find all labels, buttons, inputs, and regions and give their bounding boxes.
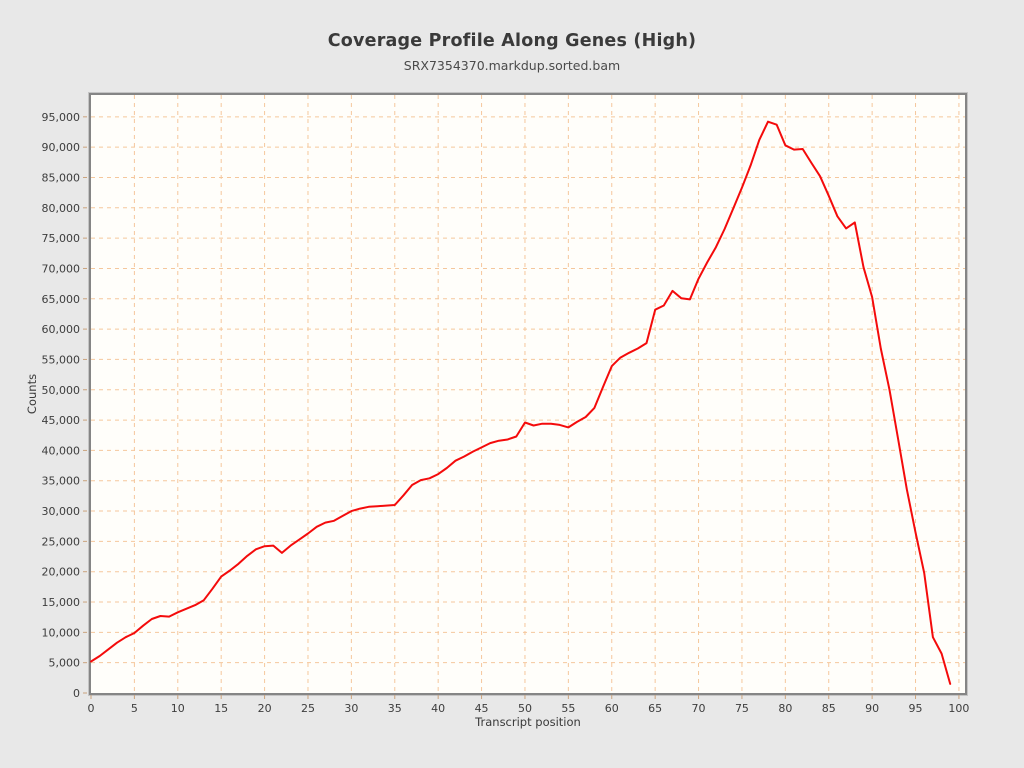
chart-subtitle: SRX7354370.markdup.sorted.bam: [403, 58, 621, 73]
x-tick-label: 40: [431, 702, 445, 715]
y-tick-label: 45,000: [42, 414, 81, 427]
x-tick-label: 70: [692, 702, 706, 715]
y-tick-label: 35,000: [42, 475, 81, 488]
x-tick-label: 100: [948, 702, 969, 715]
x-tick-label: 95: [909, 702, 923, 715]
x-tick-label: 55: [561, 702, 575, 715]
x-tick-label: 25: [301, 702, 315, 715]
chart-title: Coverage Profile Along Genes (High): [327, 31, 697, 51]
y-tick-label: 30,000: [42, 505, 81, 518]
y-tick-label: 80,000: [42, 202, 81, 215]
y-tick-label: 40,000: [42, 444, 81, 457]
y-tick-label: 85,000: [42, 171, 81, 184]
y-tick-label: 55,000: [42, 353, 81, 366]
y-tick-label: 95,000: [42, 111, 81, 124]
x-tick-label: 65: [648, 702, 662, 715]
x-tick-label: 85: [822, 702, 836, 715]
coverage-line: [90, 120, 952, 685]
x-tick-label: 20: [258, 702, 272, 715]
x-tick-label: 35: [388, 702, 402, 715]
x-tick-label: 75: [735, 702, 749, 715]
x-tick-label: 50: [518, 702, 532, 715]
y-tick-label: 50,000: [42, 384, 81, 397]
y-tick-label: 20,000: [42, 566, 81, 579]
x-tick-label: 0: [88, 702, 95, 715]
x-tick-label: 60: [605, 702, 619, 715]
y-tick-label: 0: [73, 687, 80, 700]
y-tick-label: 5,000: [49, 657, 81, 670]
x-axis-label: Transcript position: [474, 715, 581, 729]
y-axis-label: Counts: [25, 374, 39, 414]
x-tick-label: 90: [865, 702, 879, 715]
x-tick-label: 15: [214, 702, 228, 715]
y-tick-label: 70,000: [42, 262, 81, 275]
y-tick-label: 75,000: [42, 232, 81, 245]
plot-area: [91, 95, 965, 693]
y-tick-label: 15,000: [42, 596, 81, 609]
y-tick-label: 25,000: [42, 535, 81, 548]
x-tick-label: 5: [131, 702, 138, 715]
x-tick-label: 45: [475, 702, 489, 715]
y-tick-label: 65,000: [42, 293, 81, 306]
x-tick-label: 10: [171, 702, 185, 715]
y-tick-label: 10,000: [42, 626, 81, 639]
y-tick-label: 90,000: [42, 141, 81, 154]
plot-border-outer: [88, 92, 968, 696]
plot-border: [89, 93, 967, 695]
x-tick-label: 30: [344, 702, 358, 715]
x-tick-label: 80: [778, 702, 792, 715]
y-tick-label: 60,000: [42, 323, 81, 336]
